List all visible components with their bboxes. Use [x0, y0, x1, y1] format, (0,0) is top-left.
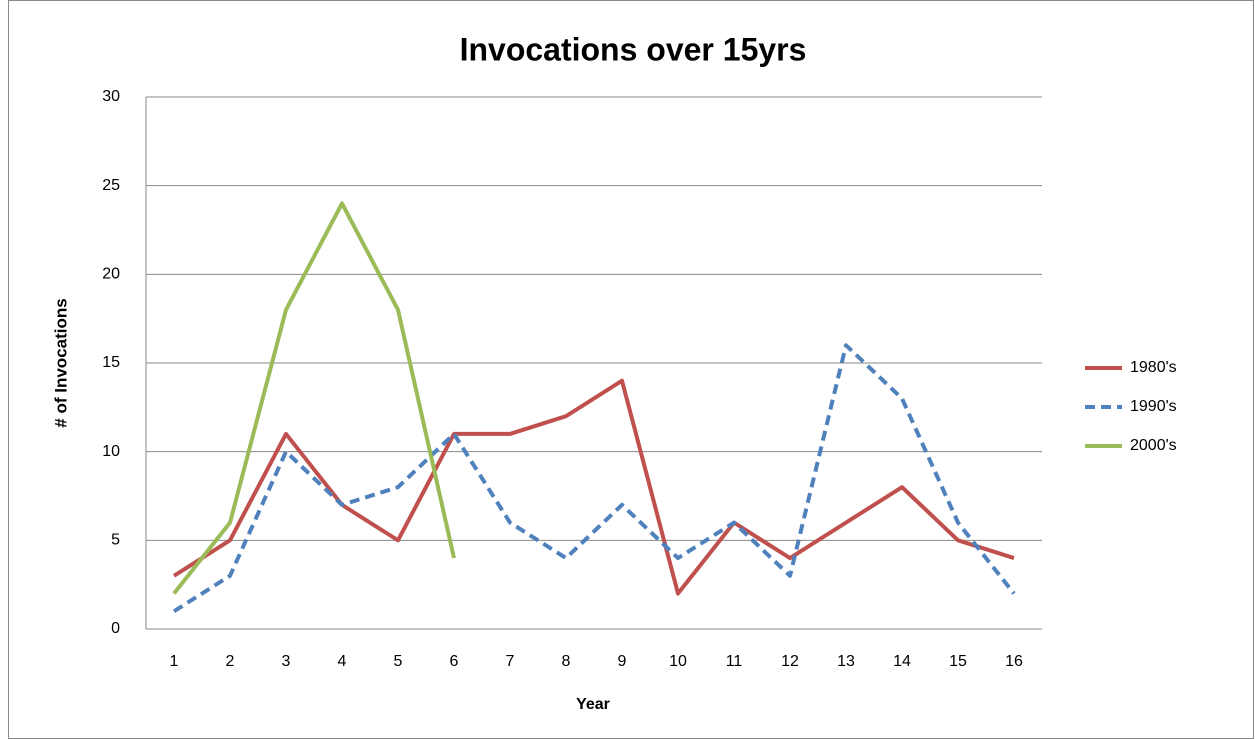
legend-label: 1990's [1130, 398, 1177, 415]
y-axis-label: # of Invocations [51, 298, 70, 427]
x-tick-label: 5 [394, 653, 403, 670]
x-tick-label: 4 [338, 653, 347, 670]
x-tick-label: 16 [1005, 653, 1023, 670]
y-tick-label: 0 [111, 620, 120, 637]
x-tick-label: 12 [781, 653, 799, 670]
x-tick-label: 7 [506, 653, 515, 670]
x-tick-label: 13 [837, 653, 855, 670]
x-tick-label: 3 [282, 653, 291, 670]
y-tick-label: 15 [102, 354, 120, 371]
x-tick-label: 2 [226, 653, 235, 670]
x-tick-label: 11 [726, 653, 743, 670]
x-tick-label: 8 [562, 653, 571, 670]
x-tick-label: 15 [949, 653, 967, 670]
y-tick-label: 5 [111, 532, 120, 549]
y-tick-label: 10 [102, 443, 120, 460]
line-series [172, 378, 1015, 596]
chart-frame [8, 0, 1254, 739]
x-axis-label: Year [576, 696, 610, 713]
x-tick-label: 6 [450, 653, 459, 670]
line-series [172, 201, 456, 595]
chart-title: Invocations over 15yrs [460, 31, 807, 67]
x-tick-label: 14 [893, 653, 911, 670]
y-tick-label: 25 [102, 177, 120, 194]
legend-label: 2000's [1130, 437, 1177, 454]
x-tick-label: 9 [618, 653, 627, 670]
line-series [172, 343, 1016, 613]
x-tick-label: 1 [170, 653, 179, 670]
x-tick-label: 10 [669, 653, 687, 670]
y-tick-label: 20 [102, 266, 120, 283]
y-tick-label: 30 [102, 88, 120, 105]
legend-label: 1980's [1130, 359, 1177, 376]
